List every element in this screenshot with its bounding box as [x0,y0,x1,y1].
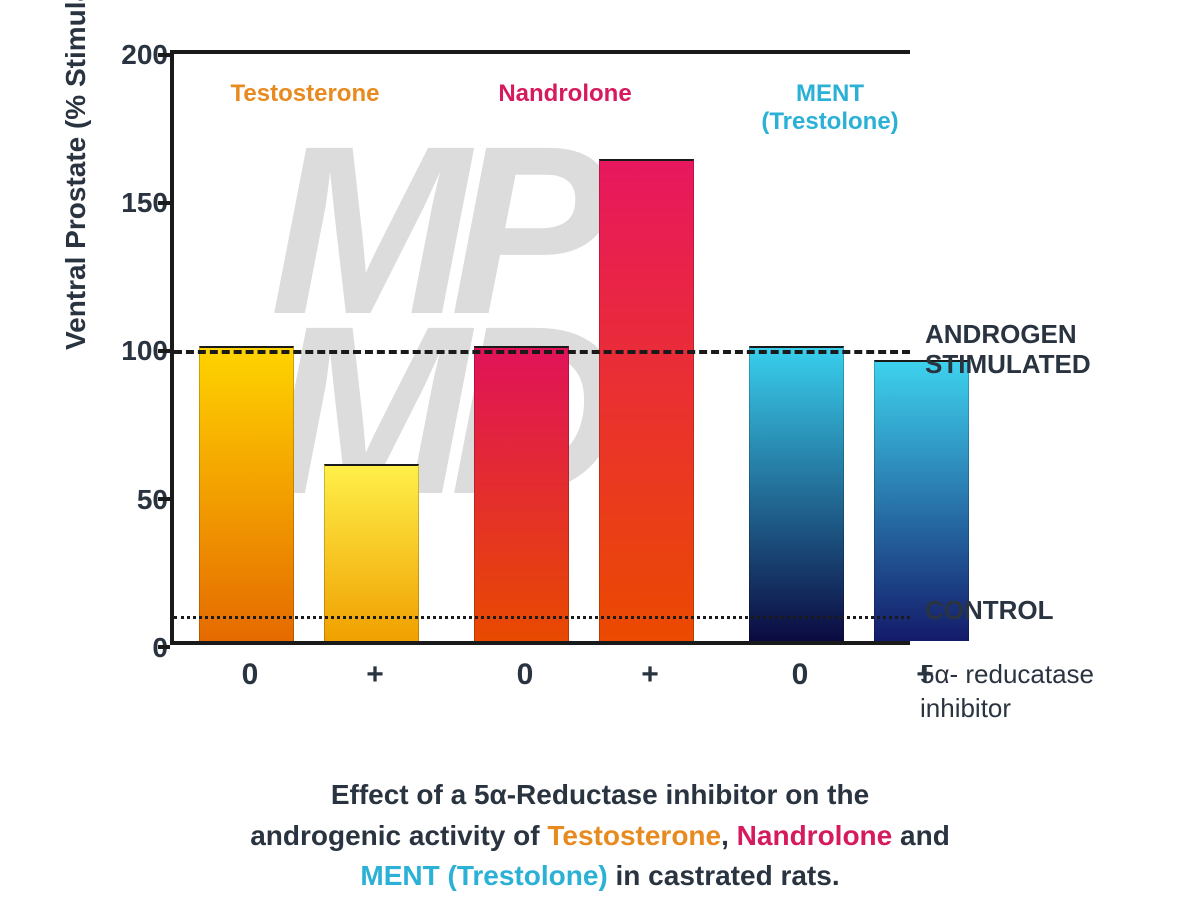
group-label-nandrolone: Nandrolone [465,80,665,108]
caption-nandrolone: Nandrolone [737,820,893,851]
group-label-text: (Trestolone) [761,108,898,135]
bar [749,346,844,642]
x-axis-label-line: 5α- reducatase [920,659,1094,689]
bar [474,346,569,642]
caption-ment: MENT (Trestolone) [360,860,607,891]
group-label-ment: MENT (Trestolone) [720,80,940,135]
bar [199,346,294,642]
caption-text: Effect of a 5α-Reductase inhibitor on th… [331,779,869,810]
caption-text: and [892,820,950,851]
reference-line-control [174,616,910,619]
ref-label-text: STIMULATED [925,349,1091,379]
y-tick-mark [158,497,170,501]
chart-caption: Effect of a 5α-Reductase inhibitor on th… [0,775,1200,897]
reference-line-androgen [174,350,910,354]
ref-label-text: CONTROL [925,595,1054,625]
y-tick-mark [158,201,170,205]
x-tick-0: 0 [220,658,280,692]
x-tick-0: 0 [770,658,830,692]
plot-area [170,50,910,645]
caption-text: in castrated rats. [608,860,840,891]
group-label-text: MENT [796,80,864,107]
group-label-testosterone: Testosterone [205,80,405,108]
y-tick-mark [158,645,170,649]
x-axis-label-line: inhibitor [920,693,1011,723]
bar [599,159,694,641]
reference-label-control: CONTROL [925,596,1054,626]
ref-label-text: ANDROGEN [925,319,1077,349]
x-tick-0: 0 [495,658,555,692]
x-tick-plus: + [345,658,405,692]
caption-testosterone: Testosterone [547,820,721,851]
reference-label-androgen: ANDROGEN STIMULATED [925,320,1091,380]
y-tick-mark [158,53,170,57]
caption-text: androgenic activity of [250,820,547,851]
x-tick-plus: + [620,658,680,692]
y-tick-mark [158,349,170,353]
y-axis-label: Ventral Prostate (% Stimulation) [60,0,92,350]
x-axis-label: 5α- reducatase inhibitor [920,658,1094,726]
caption-text: , [721,820,737,851]
chart-container: MPMD Ventral Prostate (% Stimulation) 0 … [70,30,1130,730]
bar [324,464,419,641]
